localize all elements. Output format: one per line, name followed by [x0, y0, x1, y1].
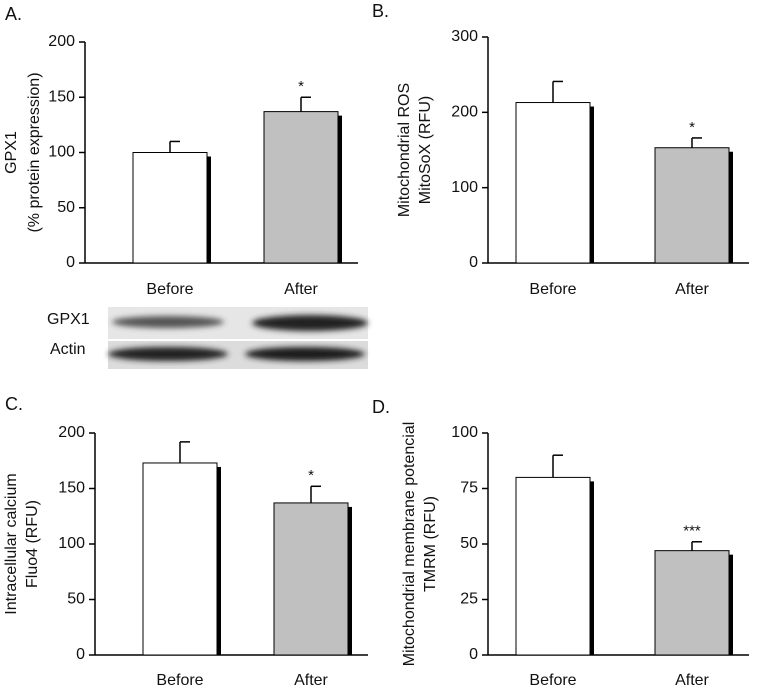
y-tick-label: 0	[469, 254, 478, 271]
bar	[515, 102, 591, 264]
blot-band	[252, 315, 368, 331]
x-tick-label: Before	[529, 672, 576, 689]
y-tick-label: 0	[76, 646, 85, 663]
panel-label: D.	[372, 397, 390, 417]
panel-label: B.	[372, 1, 389, 21]
panel-label: A.	[5, 4, 22, 24]
bar	[273, 502, 349, 656]
y-axis-title: Fluo4 (RFU)	[24, 500, 41, 588]
blot-label: GPX1	[47, 311, 90, 328]
x-tick-label: After	[675, 281, 709, 298]
x-tick-label: Before	[146, 281, 193, 298]
y-tick-label: 200	[58, 424, 85, 441]
y-tick-label: 100	[48, 144, 75, 161]
y-tick-label: 50	[460, 535, 478, 552]
y-axis-title: GPX1	[3, 131, 20, 174]
bar	[132, 152, 208, 264]
y-tick-label: 0	[66, 254, 75, 271]
blot-band	[108, 347, 228, 361]
y-tick-label: 200	[451, 104, 478, 121]
significance-label: *	[308, 467, 314, 484]
y-axis-title: Intracellular calcium	[3, 473, 20, 614]
y-tick-label: 50	[57, 199, 75, 216]
western-blot: GPX1 Actin	[47, 307, 368, 369]
x-tick-label: After	[294, 672, 328, 689]
blot-label: Actin	[50, 341, 86, 358]
y-tick-label: 100	[451, 424, 478, 441]
y-axis-title: (% protein expression)	[26, 72, 43, 232]
x-tick-label: After	[284, 281, 318, 298]
bar	[654, 147, 730, 264]
x-tick-label: Before	[529, 281, 576, 298]
y-axis-title: MitoSoX (RFU)	[417, 96, 434, 204]
significance-label: *	[689, 119, 695, 136]
bar	[515, 476, 591, 656]
y-tick-label: 150	[58, 480, 85, 497]
y-tick-label: 300	[451, 28, 478, 45]
significance-label: ***	[683, 523, 701, 540]
blot-band	[245, 347, 365, 361]
panel-label: C.	[5, 394, 23, 414]
y-tick-label: 150	[48, 88, 75, 105]
y-tick-label: 200	[48, 33, 75, 50]
y-tick-label: 25	[460, 591, 478, 608]
y-axis-title: Mitochondrial ROS	[396, 83, 413, 217]
y-tick-label: 0	[469, 646, 478, 663]
x-tick-label: After	[675, 672, 709, 689]
y-tick-label: 75	[460, 480, 478, 497]
y-axis-title: Mitochondrial membrane potencial	[401, 422, 418, 667]
y-tick-label: 50	[67, 591, 85, 608]
blot-band	[112, 316, 224, 328]
significance-label: *	[298, 78, 304, 95]
y-tick-label: 100	[58, 535, 85, 552]
y-tick-label: 100	[451, 179, 478, 196]
bar	[142, 462, 218, 656]
bar	[263, 111, 339, 264]
x-tick-label: Before	[156, 672, 203, 689]
bar	[654, 550, 730, 656]
y-axis-title: TMRM (RFU)	[422, 496, 439, 592]
